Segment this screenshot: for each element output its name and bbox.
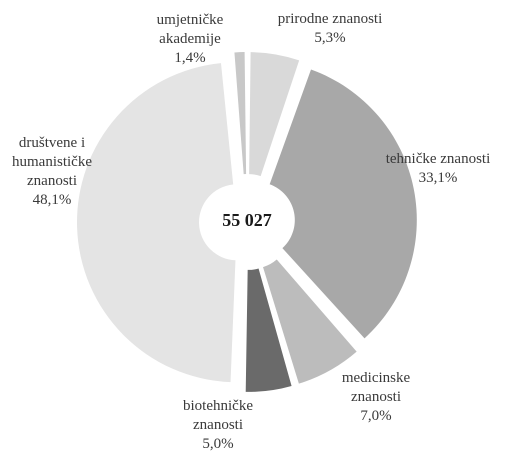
slice-label-4: društvene i humanističke znanosti 48,1% xyxy=(12,135,92,208)
slice-name-line: znanosti xyxy=(193,417,243,433)
slice-label-5: umjetničke akademije 1,4% xyxy=(157,12,224,66)
pie-slice-5 xyxy=(234,52,247,175)
pie-slice-3 xyxy=(245,268,292,392)
slice-name-line: znanosti xyxy=(27,173,77,189)
slices-group xyxy=(77,52,417,392)
slice-name-line: humanističke xyxy=(12,154,92,170)
slice-name-line: društvene i xyxy=(19,135,85,151)
slice-label-0: prirodne znanosti 5,3% xyxy=(278,11,383,46)
slice-label-1: tehničke znanosti 33,1% xyxy=(386,151,491,186)
slice-name-line: tehničke znanosti xyxy=(386,151,491,167)
pie-slice-2 xyxy=(263,259,357,384)
labels-group: prirodne znanosti 5,3% tehničke znanosti 33… xyxy=(12,11,490,452)
slice-name-line: umjetničke xyxy=(157,12,224,28)
slice-label-2: medicinske znanosti 7,0% xyxy=(342,370,411,424)
slice-name-line: biotehničke xyxy=(183,398,253,414)
pie-slice-0 xyxy=(249,52,300,177)
slice-value-label: 1,4% xyxy=(174,50,205,66)
center-total-label: 55 027 xyxy=(222,210,272,230)
slice-value-label: 5,3% xyxy=(314,30,345,46)
slice-name-line: medicinske xyxy=(342,370,411,386)
pie-slice-1 xyxy=(269,69,417,339)
slice-value-label: 33,1% xyxy=(419,170,458,186)
slice-label-3: biotehničke znanosti 5,0% xyxy=(183,398,253,452)
slice-name-line: prirodne znanosti xyxy=(278,11,383,27)
slice-name-line: akademije xyxy=(159,31,221,47)
slice-name-line: znanosti xyxy=(351,389,401,405)
slice-value-label: 5,0% xyxy=(202,436,233,452)
slice-value-label: 7,0% xyxy=(360,408,391,424)
slice-value-label: 48,1% xyxy=(33,192,72,208)
pie-slice-4 xyxy=(77,63,236,383)
